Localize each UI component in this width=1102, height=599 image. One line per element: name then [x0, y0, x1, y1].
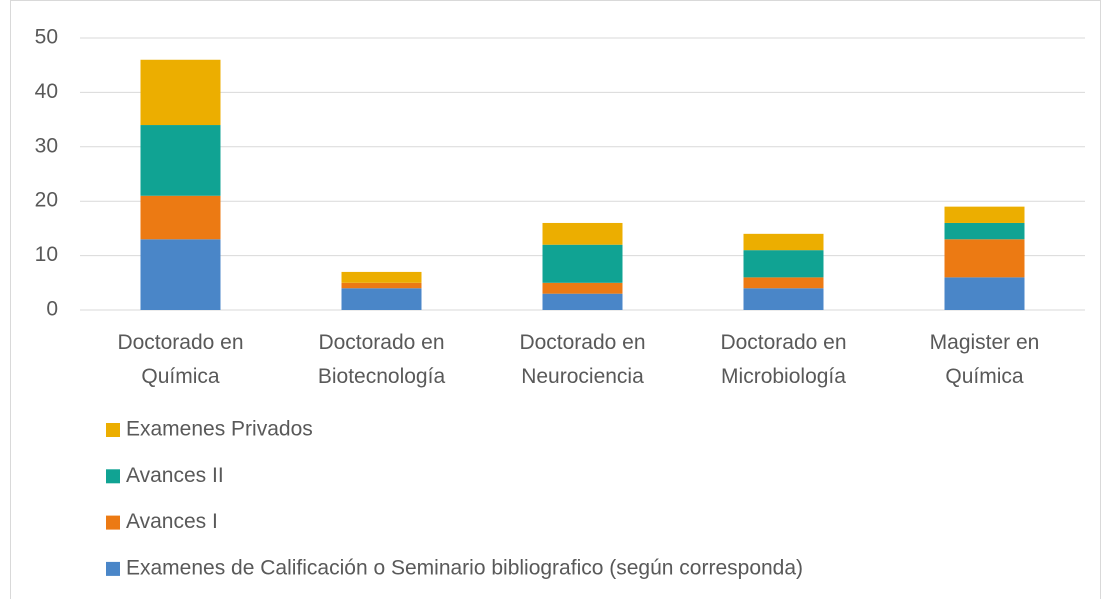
- y-tick-label: 30: [35, 134, 58, 157]
- y-tick-label: 20: [35, 189, 58, 212]
- bar-segment: [944, 222, 1025, 240]
- bar-segment: [944, 239, 1025, 278]
- chart-border: [10, 0, 1101, 599]
- legend-label: Examenes Privados: [126, 418, 313, 441]
- x-tick-label: Doctorado en Biotecnología: [318, 331, 446, 388]
- bar-segment: [743, 233, 824, 251]
- legend-swatch: [106, 469, 120, 484]
- bar-segment: [743, 277, 824, 289]
- legend-swatch: [106, 515, 120, 530]
- bar-segment: [140, 125, 221, 196]
- legend-swatch: [106, 561, 120, 576]
- legend-label: Examenes de Calificación o Seminario bib…: [126, 556, 803, 579]
- y-tick-label: 50: [35, 26, 58, 49]
- bar-segment: [944, 277, 1025, 310]
- x-tick-label: Doctorado en Microbiología: [720, 331, 846, 388]
- legend-label: Avances II: [126, 464, 224, 487]
- bar-segment: [341, 271, 422, 283]
- bar-segment: [140, 239, 221, 310]
- x-tick-label: Doctorado en Química: [117, 331, 243, 388]
- bar-segment: [140, 59, 221, 126]
- bar-segment: [542, 293, 623, 310]
- y-tick-label: 10: [35, 243, 58, 266]
- y-tick-label: 0: [46, 298, 58, 321]
- bar-segment: [542, 244, 623, 283]
- bar-segment: [341, 288, 422, 310]
- bar-segment: [944, 206, 1025, 223]
- x-tick-label: Doctorado en Neurociencia: [519, 331, 645, 388]
- x-tick-label: Magister en Química: [930, 331, 1040, 388]
- bar-segment: [542, 222, 623, 245]
- bar-segment: [743, 250, 824, 278]
- y-tick-label: 40: [35, 80, 58, 103]
- bar-segment: [542, 282, 623, 294]
- legend-label: Avances I: [126, 510, 218, 533]
- bar-segment: [140, 195, 221, 240]
- bar-segment: [341, 282, 422, 289]
- legend-swatch: [106, 423, 120, 437]
- bar-segment: [743, 288, 824, 310]
